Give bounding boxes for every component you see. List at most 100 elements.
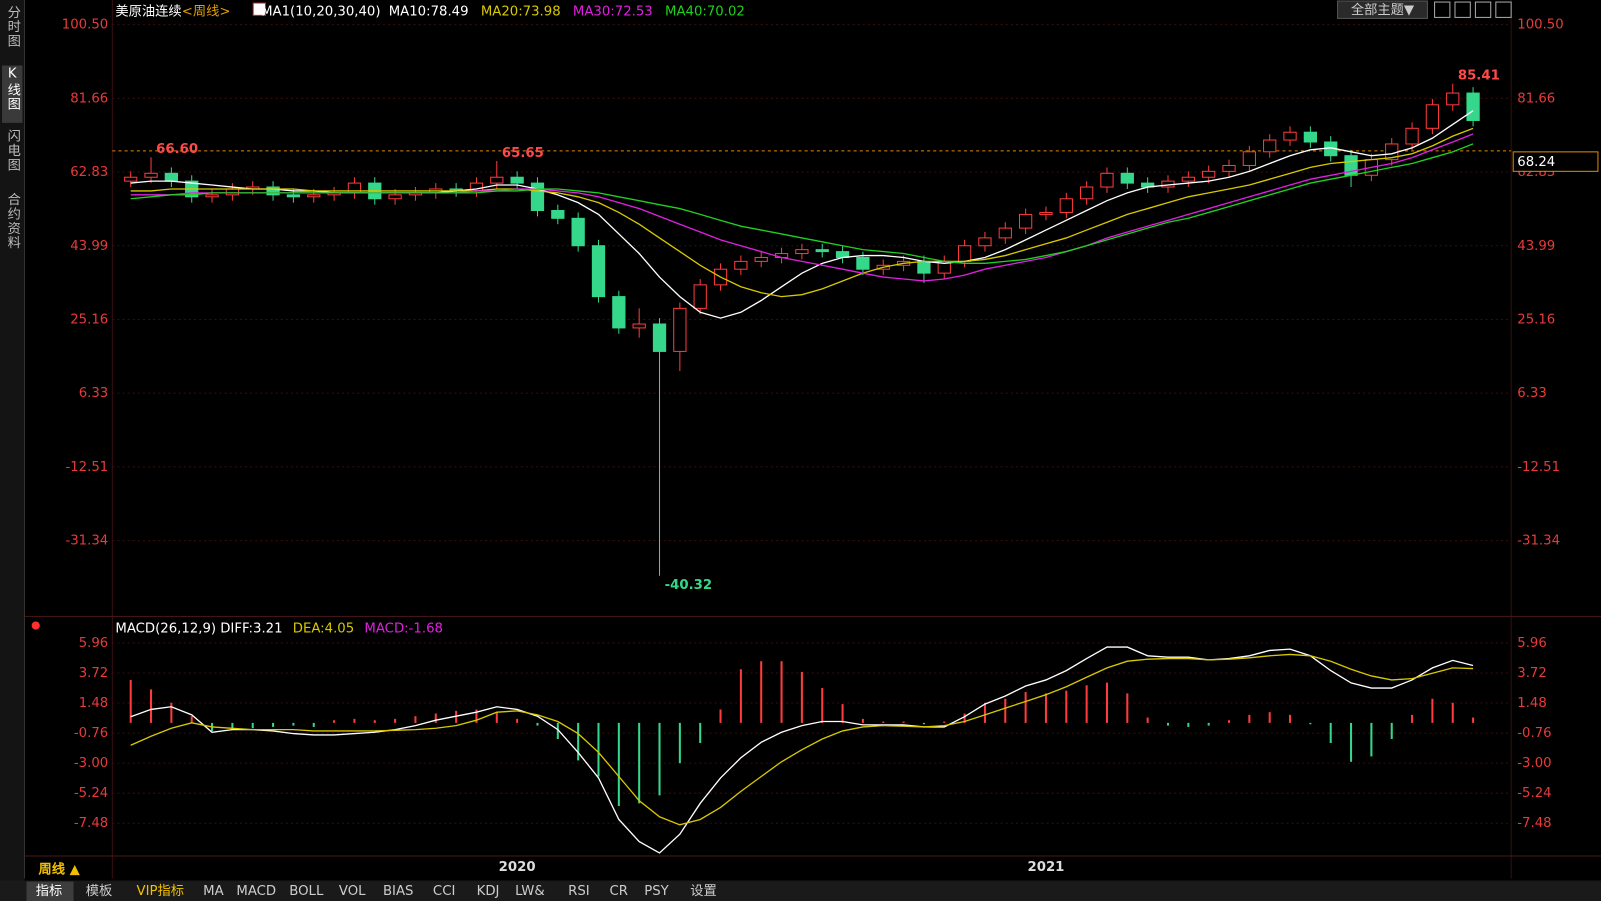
price-box [1512, 151, 1599, 172]
annotation: 66.60 [156, 142, 198, 157]
candle-body [591, 245, 606, 298]
legend-entry: MA10:78.49 [389, 4, 469, 19]
legend-entry: MA40:70.02 [665, 4, 745, 19]
y-tick-label: -31.34 [65, 534, 108, 549]
candle-body [754, 256, 768, 262]
bottom-tab[interactable]: MA [203, 884, 224, 899]
icon[interactable] [1495, 1, 1512, 18]
toolbar-icons[interactable] [1434, 1, 1512, 18]
annotation: -40.32 [665, 578, 712, 593]
side-tab[interactable]: 闪电图 [5, 129, 20, 172]
candle-body [612, 296, 626, 329]
candle-body [205, 194, 219, 198]
candle-body [388, 194, 402, 200]
y-tick-label: -12.51 [65, 460, 108, 475]
bottom-tab[interactable]: VIP指标 [137, 883, 185, 899]
y-tick-label: 81.66 [70, 91, 108, 106]
bottom-tab[interactable]: 设置 [690, 883, 717, 899]
bottom-tab[interactable]: MACD [236, 884, 276, 899]
y-tick-label: 3.72 [79, 666, 109, 681]
y-tick-label-right: -5.24 [1517, 786, 1551, 801]
bottom-tab[interactable]: CR [610, 884, 628, 899]
candle-body [1446, 92, 1460, 106]
candle-body [551, 209, 565, 219]
y-tick-label: 6.33 [79, 386, 109, 401]
candle-body [530, 182, 545, 212]
legend-entry: MA30:72.53 [573, 4, 653, 19]
candle-body [1202, 170, 1216, 178]
ma-icon [252, 2, 266, 16]
icon[interactable] [1454, 1, 1471, 18]
candle-body [673, 307, 687, 352]
candle-body [1283, 131, 1297, 141]
bottom-tab[interactable]: PSY [644, 884, 669, 899]
y-tick-label-right: 6.33 [1517, 386, 1547, 401]
chart-title: MACD(26,12,9) [115, 622, 216, 637]
y-tick-label-right: -0.76 [1517, 726, 1551, 741]
candle-body [917, 260, 931, 274]
candle-body [1080, 186, 1094, 200]
y-tick-label-right: -31.34 [1517, 534, 1560, 549]
bottom-tab[interactable]: 模板 [86, 883, 113, 899]
y-tick-label: 1.48 [79, 696, 109, 711]
y-tick-label: -5.24 [74, 786, 108, 801]
legend-entry: MACD:-1.68 [364, 622, 443, 637]
candle-body [490, 176, 504, 184]
bottom-tab[interactable]: BOLL [289, 884, 324, 899]
candle-body [693, 284, 707, 309]
indicator-label: MA1(10,20,30,40) [261, 4, 380, 19]
candle-body [795, 249, 809, 255]
theme-button[interactable]: 全部主题▼ [1351, 1, 1415, 18]
bottom-tab[interactable]: BIAS [383, 884, 414, 899]
y-tick-label: 62.83 [70, 165, 108, 180]
bottom-tab[interactable]: CCI [433, 884, 455, 899]
bottom-tab[interactable]: LW& [515, 884, 545, 899]
y-tick-label-right: 1.48 [1517, 696, 1547, 711]
y-tick-label-right: -12.51 [1517, 460, 1560, 475]
side-tab[interactable]: K线图 [5, 67, 21, 112]
y-tick-label-right: -7.48 [1517, 816, 1551, 831]
candle-body [1466, 92, 1480, 121]
bottom-tab[interactable]: RSI [568, 884, 590, 899]
bottom-tab[interactable]: KDJ [477, 884, 500, 899]
bottom-tab[interactable]: 指标 [36, 883, 63, 899]
candle-body [1059, 198, 1073, 213]
line-series [130, 143, 1474, 265]
side-tab[interactable]: 分时图 [5, 5, 21, 48]
side-tab[interactable]: 合约资料 [5, 192, 21, 250]
candle-body [266, 186, 280, 196]
candle-body [1181, 176, 1195, 182]
line-series [130, 646, 1474, 854]
candle-body [815, 249, 829, 253]
x-tick-label: 2020 [499, 860, 536, 875]
candle-body [144, 172, 158, 178]
candle-body [124, 176, 138, 182]
side-bar [0, 0, 25, 901]
period-label[interactable]: 周线 ▲ [39, 860, 81, 877]
legend-entry: MA20:73.98 [481, 4, 561, 19]
legend-entry: DEA:4.05 [293, 622, 354, 637]
line-series [130, 653, 1474, 826]
y-tick-label: 43.99 [70, 239, 108, 254]
candle-body [652, 323, 667, 352]
icon[interactable] [1434, 1, 1451, 18]
y-tick-label-right: 3.72 [1517, 666, 1547, 681]
candle-body [571, 217, 585, 247]
candle-body [978, 237, 992, 247]
y-tick-label: -0.76 [74, 726, 108, 741]
candle-body [307, 194, 321, 198]
candle-body [225, 188, 240, 196]
candle-body [164, 172, 179, 182]
indicator-dot[interactable] [31, 621, 40, 630]
y-tick-label-right: 43.99 [1517, 239, 1555, 254]
bottom-tab[interactable]: VOL [339, 884, 366, 899]
y-tick-label: -3.00 [74, 756, 108, 771]
active-side-tab [2, 65, 23, 123]
legend-entry: DIFF:3.21 [220, 622, 282, 637]
y-tick-label-right: 5.96 [1517, 636, 1547, 651]
icon[interactable] [1474, 1, 1492, 18]
candle-body [957, 245, 972, 262]
theme-button-bg[interactable] [1337, 0, 1428, 19]
